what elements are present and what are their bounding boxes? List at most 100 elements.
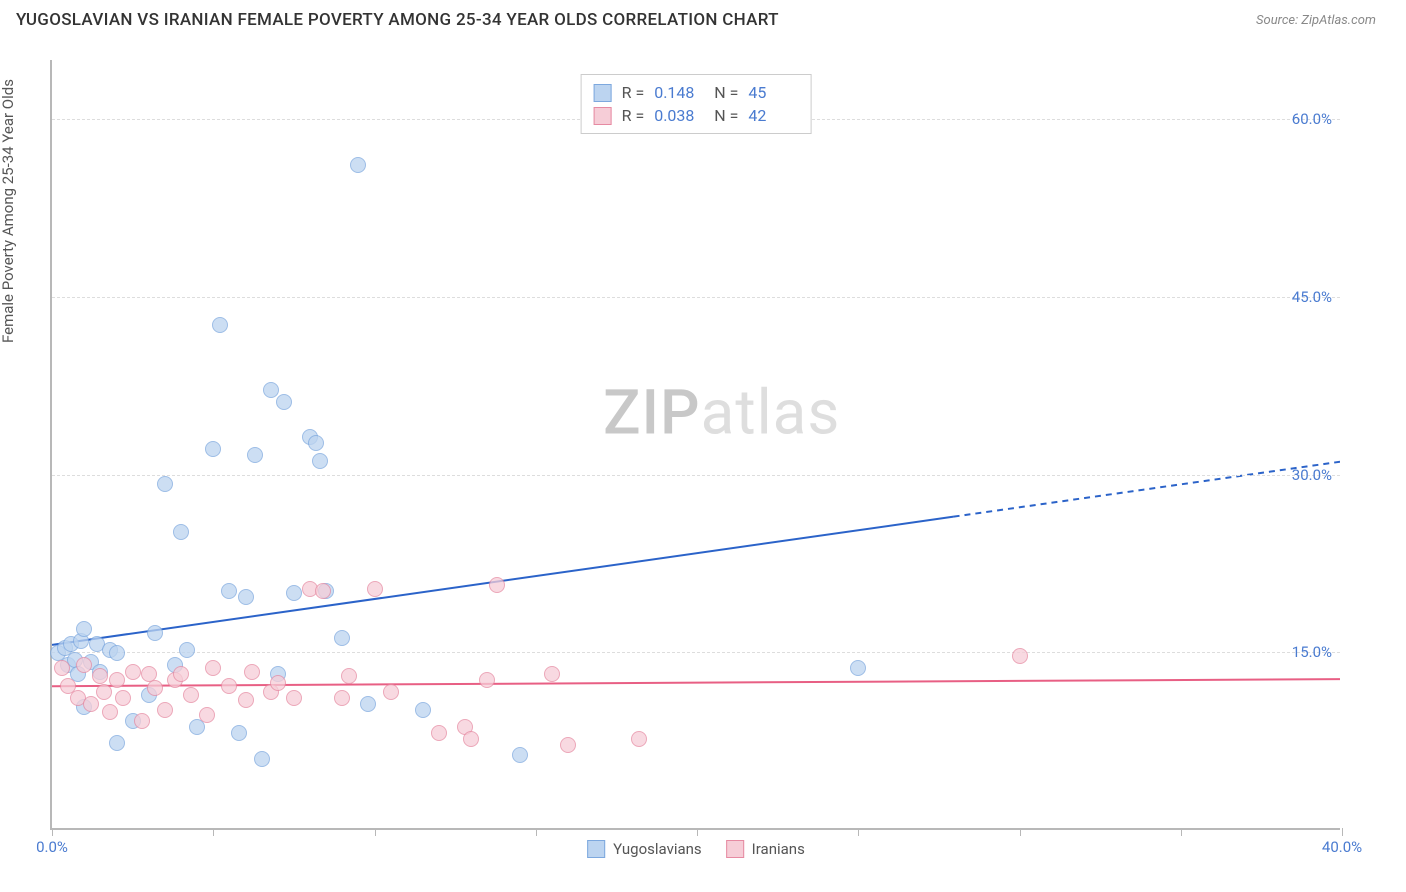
legend-correlation-row: R = 0.148 N = 45 [594,81,799,104]
legend-n-label: N = [714,83,738,102]
scatter-point [199,707,215,723]
scatter-point [544,666,560,682]
scatter-point [54,660,70,676]
scatter-point [76,621,92,637]
x-tick [1342,828,1343,836]
y-tick-label: 60.0% [1292,110,1332,128]
scatter-point [157,702,173,718]
x-tick-label: 0.0% [36,838,68,856]
scatter-point [173,524,189,540]
scatter-point [205,441,221,457]
legend-swatch [587,840,605,858]
scatter-point [134,713,150,729]
scatter-point [238,692,254,708]
y-tick-label: 30.0% [1292,466,1332,484]
scatter-point [560,737,576,753]
series-legend: Yugoslavians Iranians [587,840,805,858]
watermark-atlas: atlas [701,377,841,450]
scatter-point [367,581,383,597]
legend-swatch [594,84,612,102]
scatter-point [312,453,328,469]
legend-series-item: Yugoslavians [587,840,702,858]
legend-n-label: N = [714,106,738,125]
source-attribution: Source: ZipAtlas.com [1256,13,1376,28]
scatter-point [125,664,141,680]
scatter-point [92,668,108,684]
x-tick [536,828,537,836]
legend-r-value: 0.148 [654,83,704,102]
x-tick [52,828,53,836]
legend-n-value: 45 [748,83,798,102]
watermark: ZIPatlas [603,377,840,450]
scatter-point [415,702,431,718]
legend-swatch [726,840,744,858]
scatter-point [512,747,528,763]
scatter-point [270,675,286,691]
scatter-point [109,672,125,688]
x-tick [213,828,214,836]
x-tick-label: 40.0% [1322,838,1362,856]
x-tick [1181,828,1182,836]
scatter-point [334,630,350,646]
trend-line [52,679,1340,686]
x-tick [697,828,698,836]
scatter-point [147,625,163,641]
scatter-point [341,668,357,684]
legend-n-value: 42 [748,106,798,125]
y-tick-label: 15.0% [1292,643,1332,661]
scatter-point [102,704,118,720]
scatter-point [76,657,92,673]
scatter-point [96,684,112,700]
scatter-point [221,678,237,694]
y-axis-label: Female Poverty Among 25-34 Year Olds [0,79,17,343]
scatter-point [489,577,505,593]
scatter-point [286,585,302,601]
chart-title: YUGOSLAVIAN VS IRANIAN FEMALE POVERTY AM… [16,10,779,30]
x-tick [375,828,376,836]
watermark-zip: ZIP [603,377,701,450]
scatter-point [479,672,495,688]
legend-series-label: Iranians [752,840,805,858]
correlation-legend: R = 0.148 N = 45 R = 0.038 N = 42 [581,74,812,134]
chart-container: Female Poverty Among 25-34 Year Olds ZIP… [0,40,1406,892]
scatter-point [147,680,163,696]
x-tick [858,828,859,836]
scatter-point [263,382,279,398]
scatter-point [276,394,292,410]
legend-swatch [594,107,612,125]
scatter-point [109,645,125,661]
legend-r-value: 0.038 [654,106,704,125]
trend-lines-svg [52,60,1340,828]
scatter-point [157,476,173,492]
trend-line-dashed [954,462,1340,517]
gridline [52,297,1340,298]
scatter-point [238,589,254,605]
legend-series-label: Yugoslavians [613,840,702,858]
legend-r-label: R = [622,83,645,102]
plot-area: ZIPatlas R =0.148N =45R =0.038N =42 Yugo… [50,60,1340,830]
scatter-point [350,157,366,173]
legend-correlation-row: R = 0.038 N = 42 [594,104,799,127]
scatter-point [286,690,302,706]
legend-series-item: Iranians [726,840,805,858]
scatter-point [179,642,195,658]
scatter-point [431,725,447,741]
scatter-point [463,731,479,747]
scatter-point [173,666,189,682]
scatter-point [383,684,399,700]
scatter-point [360,696,376,712]
scatter-point [205,660,221,676]
scatter-point [334,690,350,706]
scatter-point [231,725,247,741]
scatter-point [247,447,263,463]
scatter-point [244,664,260,680]
scatter-point [221,583,237,599]
scatter-point [254,751,270,767]
scatter-point [109,735,125,751]
legend-r-label: R = [622,106,645,125]
scatter-point [115,690,131,706]
gridline [52,652,1340,653]
scatter-point [183,687,199,703]
scatter-point [308,435,324,451]
y-tick-label: 45.0% [1292,288,1332,306]
